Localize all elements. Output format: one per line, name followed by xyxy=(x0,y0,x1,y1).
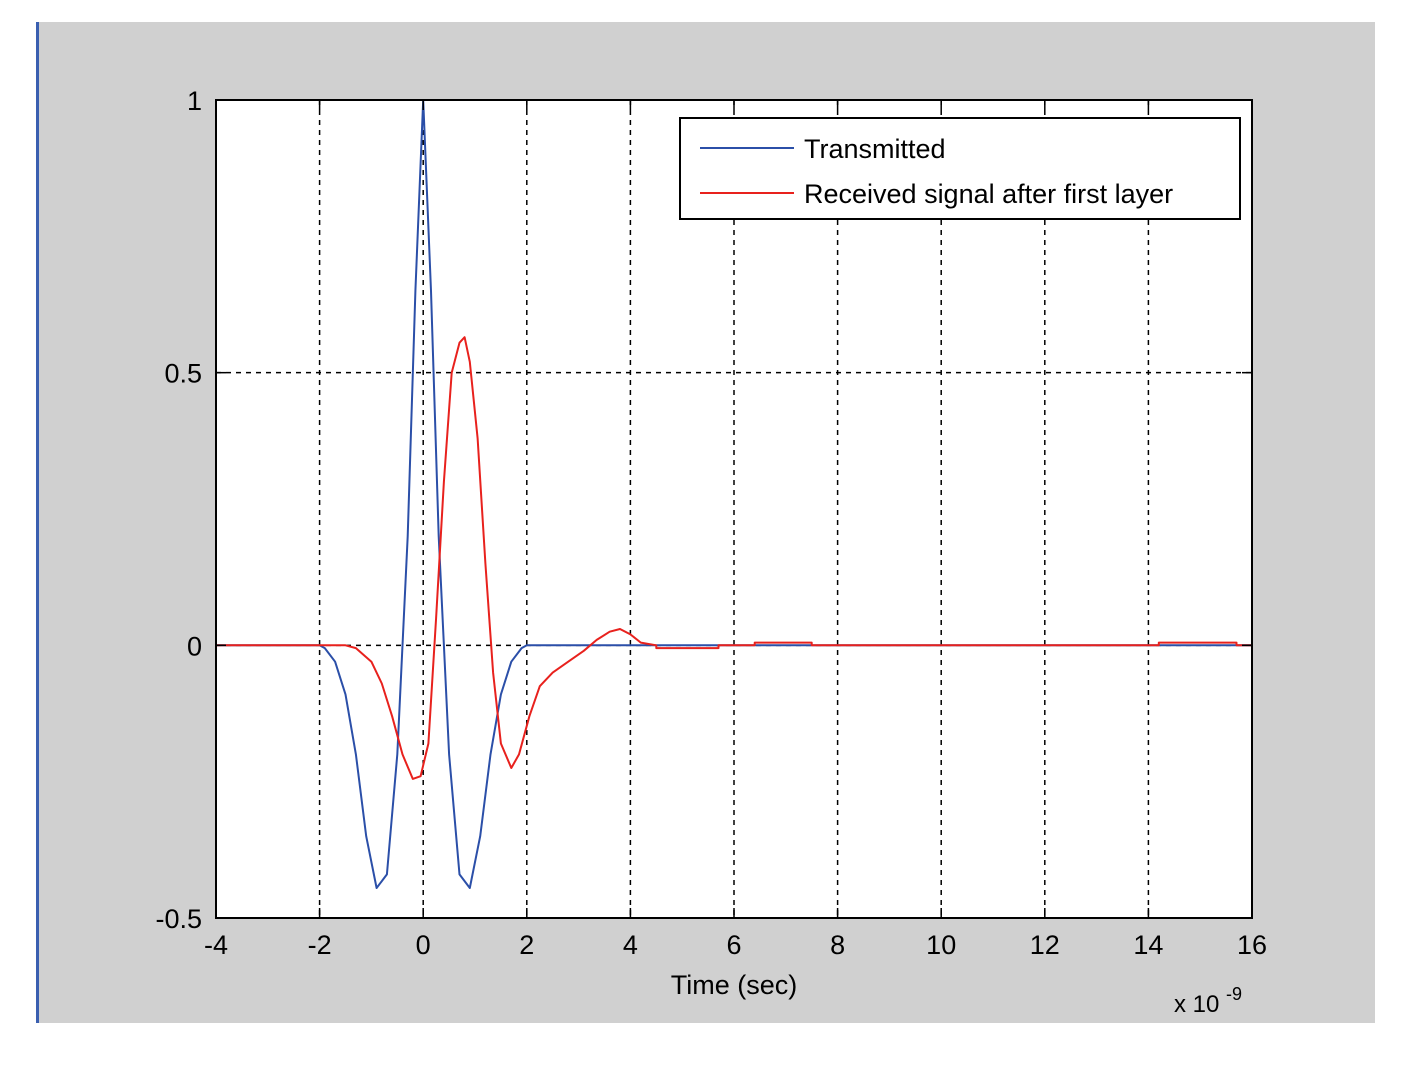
x-tick-label: 12 xyxy=(1030,930,1060,960)
x-tick-label: 14 xyxy=(1133,930,1163,960)
x-tick-label: -4 xyxy=(204,930,228,960)
x-tick-label: -2 xyxy=(308,930,332,960)
x-tick-label: 8 xyxy=(830,930,845,960)
x-axis-exponent: x 10 -9 xyxy=(1174,984,1242,1018)
legend[interactable]: Transmitted Received signal after first … xyxy=(679,117,1241,220)
x-axis-exponent-power: -9 xyxy=(1226,984,1242,1004)
legend-label-received: Received signal after first layer xyxy=(804,179,1173,209)
x-tick-label: 4 xyxy=(623,930,638,960)
x-tick-label: 6 xyxy=(726,930,741,960)
x-tick-label: 2 xyxy=(519,930,534,960)
tick-marks xyxy=(215,99,1253,919)
legend-label-transmitted: Transmitted xyxy=(804,134,946,164)
y-tick-label: 0.5 xyxy=(164,359,202,389)
x-axis-exponent-base: x 10 xyxy=(1174,991,1219,1018)
x-tick-labels: -4 -2 0 2 4 6 8 10 12 14 16 xyxy=(204,930,1267,960)
x-tick-label: 0 xyxy=(416,930,431,960)
figure-window: -4 -2 0 2 4 6 8 10 12 14 16 -0.5 0 0.5 1 Time (sec) x… xyxy=(36,22,1375,1023)
y-tick-labels: -0.5 0 0.5 1 xyxy=(155,86,202,934)
y-tick-label: 0 xyxy=(187,631,202,661)
x-axis-label: Time (sec) xyxy=(671,970,798,1000)
y-tick-label: 1 xyxy=(187,86,202,116)
axes: -4 -2 0 2 4 6 8 10 12 14 16 -0.5 0 0.5 1 xyxy=(155,86,1267,960)
y-tick-label: -0.5 xyxy=(155,904,202,934)
x-tick-label: 16 xyxy=(1237,930,1267,960)
series-line-received xyxy=(216,336,1252,780)
window-left-edge xyxy=(36,22,39,1023)
x-tick-label: 10 xyxy=(926,930,956,960)
legend-box xyxy=(679,117,1241,220)
